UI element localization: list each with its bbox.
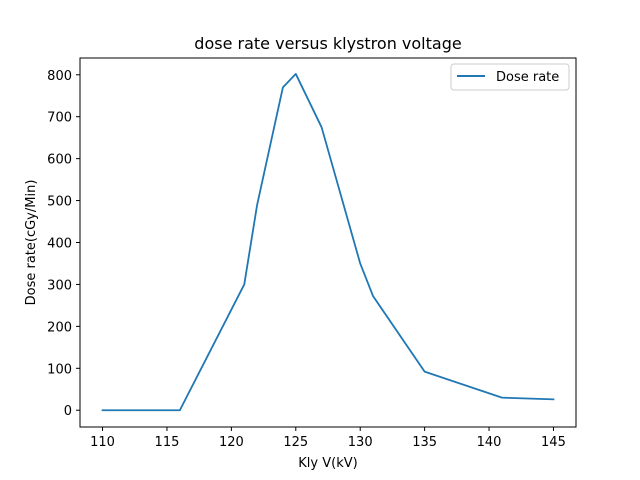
x-tick-label: 145 [541, 435, 566, 450]
legend-box [450, 63, 570, 91]
legend-label: Dose rate [496, 70, 559, 85]
y-tick-label: 600 [47, 153, 72, 168]
y-axis-label: Dose rate(cGy/Min) [24, 180, 39, 306]
x-axis-label: Kly V(kV) [298, 456, 357, 471]
x-tick-label: 140 [477, 435, 502, 450]
y-tick-label: 800 [47, 69, 72, 84]
plot-frame [79, 57, 577, 428]
y-axis-ticks: 0 100 200 300 400 500 600 700 800 [47, 69, 80, 419]
x-tick-label: 130 [348, 435, 373, 450]
y-tick-label: 400 [47, 237, 72, 252]
y-tick-label: 300 [47, 278, 72, 293]
x-axis-ticks: 110 115 120 125 130 135 140 145 [90, 427, 566, 450]
chart-title: dose rate versus klystron voltage [194, 34, 461, 53]
legend: Dose rate [450, 63, 570, 91]
x-tick-label: 110 [90, 435, 115, 450]
x-tick-label: 135 [412, 435, 437, 450]
y-tick-label: 500 [47, 195, 72, 210]
y-tick-label: 100 [47, 362, 72, 377]
series-line-dose-rate [101, 73, 555, 412]
x-tick-label: 125 [283, 435, 308, 450]
plot-lines [101, 73, 555, 412]
x-tick-label: 115 [155, 435, 180, 450]
y-tick-label: 0 [64, 404, 72, 419]
y-tick-label: 200 [47, 320, 72, 335]
x-tick-label: 120 [219, 435, 244, 450]
y-tick-label: 700 [47, 111, 72, 126]
